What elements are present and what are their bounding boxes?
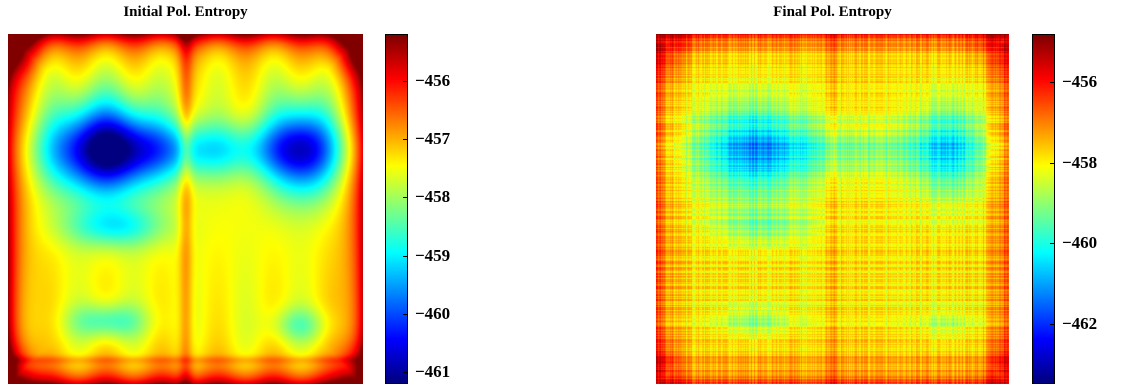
colorbar-tick-mark <box>403 314 408 315</box>
colorbar-tick-mark <box>403 80 408 82</box>
colorbar-tick-mark <box>403 139 408 140</box>
colorbar-tick-mark <box>403 255 408 257</box>
chart-panel-initial: Initial Pol. Entropy −456 −457 −458 −459 −46… <box>0 0 560 391</box>
colorbar-tick-label: −460 <box>1062 233 1098 253</box>
colorbar-tick-label: −456 <box>415 70 451 90</box>
colorbar-tick-label: −458 <box>415 187 451 207</box>
colorbar-tick-mark <box>1050 323 1055 325</box>
colorbar-tick-mark <box>403 372 408 374</box>
colorbar-tick-label: −462 <box>1062 313 1098 333</box>
colorbar-tick-mark <box>1050 243 1055 245</box>
colorbar-tick-mark <box>403 197 408 199</box>
heatmap-initial <box>8 34 363 384</box>
colorbar-tick-mark <box>1050 82 1055 84</box>
heatmap-final <box>656 34 1009 384</box>
colorbar-tick-label: −457 <box>415 129 451 148</box>
colorbar-final <box>1032 34 1055 384</box>
chart-title-final: Final Pol. Entropy <box>773 4 892 20</box>
colorbar-tick-label: −461 <box>415 362 451 382</box>
colorbar-initial <box>385 34 408 384</box>
colorbar-tick-label: −456 <box>1062 72 1098 92</box>
chart-title-initial: Initial Pol. Entropy <box>123 4 248 20</box>
colorbar-tick-label: −459 <box>415 245 451 265</box>
colorbar-tick-label: −458 <box>1062 152 1098 172</box>
colorbar-tick-mark <box>1050 162 1055 164</box>
colorbar-tick-label: −460 <box>415 304 451 323</box>
